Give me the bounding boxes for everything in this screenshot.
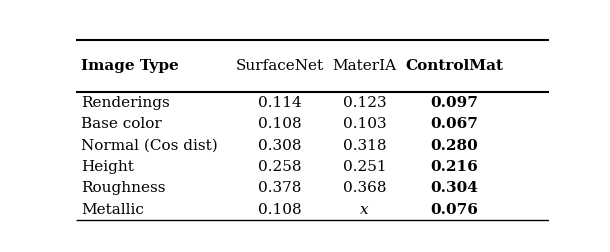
Text: Metallic: Metallic	[81, 203, 144, 217]
Text: 0.251: 0.251	[343, 160, 387, 174]
Text: 0.258: 0.258	[258, 160, 301, 174]
Text: 0.114: 0.114	[257, 96, 301, 110]
Text: Image Type: Image Type	[81, 59, 179, 73]
Text: ControlMat: ControlMat	[406, 59, 503, 73]
Text: Height: Height	[81, 160, 134, 174]
Text: Renderings: Renderings	[81, 96, 170, 110]
Text: MaterIA: MaterIA	[332, 59, 396, 73]
Text: 0.103: 0.103	[343, 117, 387, 131]
Text: 0.067: 0.067	[431, 117, 478, 131]
Text: 0.304: 0.304	[431, 181, 478, 195]
Text: 0.097: 0.097	[431, 96, 478, 110]
Text: 0.123: 0.123	[343, 96, 387, 110]
Text: 0.108: 0.108	[257, 117, 301, 131]
Text: Normal (Cos dist): Normal (Cos dist)	[81, 139, 218, 153]
Text: 0.216: 0.216	[431, 160, 478, 174]
Text: 0.076: 0.076	[431, 203, 478, 217]
Text: Base color: Base color	[81, 117, 162, 131]
Text: 0.368: 0.368	[343, 181, 386, 195]
Text: 0.318: 0.318	[343, 139, 386, 153]
Text: 0.378: 0.378	[258, 181, 301, 195]
Text: Roughness: Roughness	[81, 181, 165, 195]
Text: x: x	[361, 203, 369, 217]
Text: SurfaceNet: SurfaceNet	[235, 59, 323, 73]
Text: 0.108: 0.108	[257, 203, 301, 217]
Text: 0.308: 0.308	[258, 139, 301, 153]
Text: 0.280: 0.280	[431, 139, 478, 153]
